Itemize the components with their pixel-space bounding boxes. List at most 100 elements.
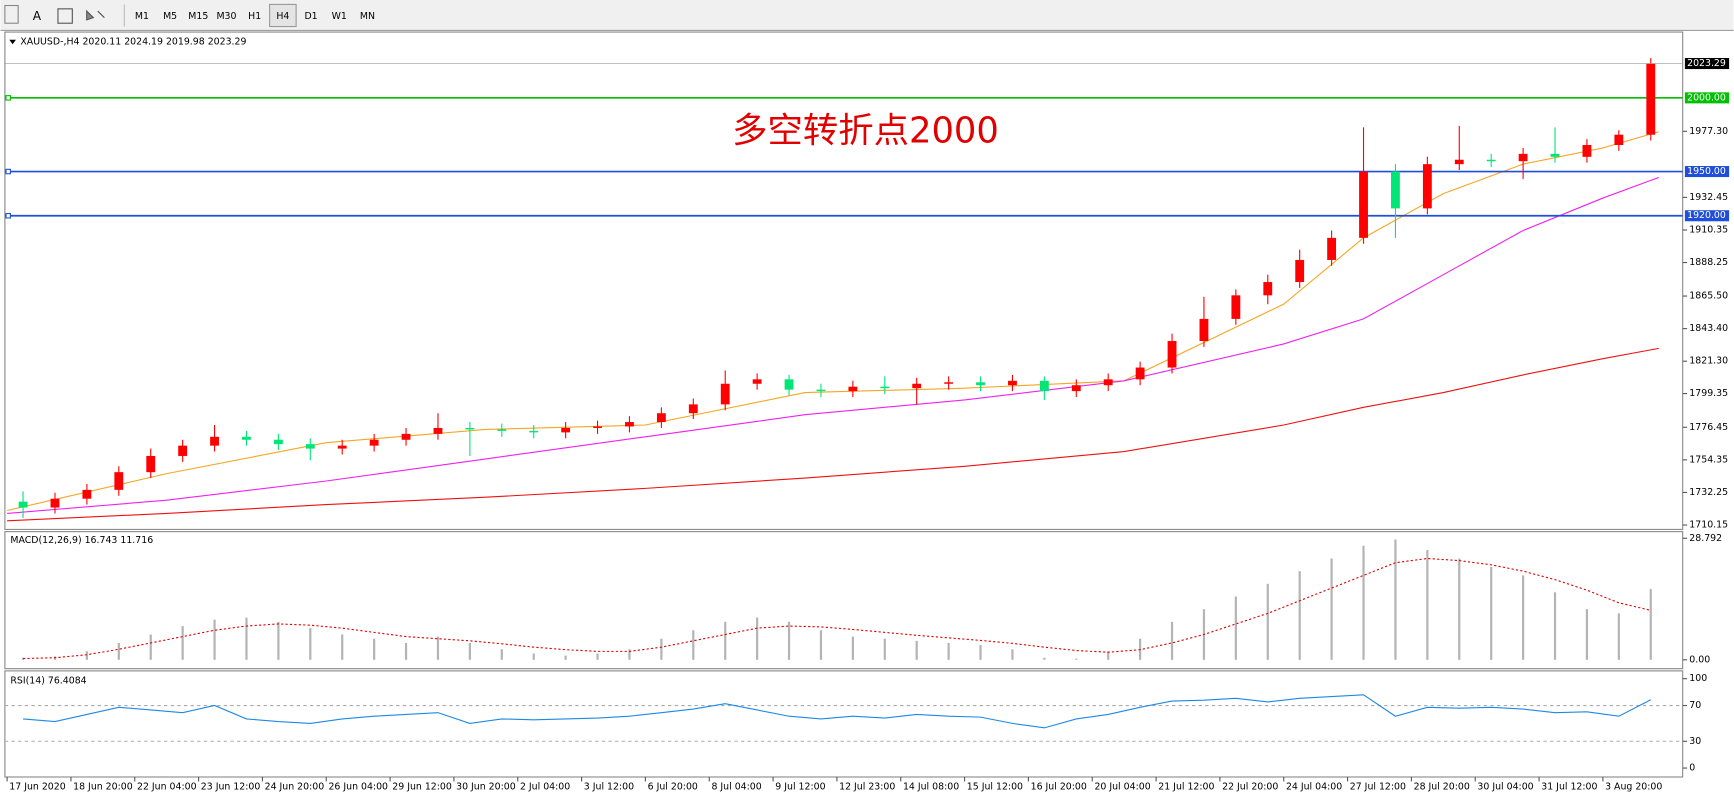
macd-bar: [245, 617, 248, 660]
candle-body: [1263, 282, 1273, 296]
macd-bar: [564, 655, 567, 660]
x-tick-label: 2 Jul 04:00: [520, 781, 570, 792]
macd-bar: [117, 642, 120, 660]
candle-body: [242, 436, 251, 440]
candle-body: [848, 386, 858, 392]
x-tick-label: 28 Jul 20:00: [1414, 781, 1470, 792]
toolbar-grip: [4, 4, 19, 24]
moving-average: [7, 347, 1659, 522]
candle-body: [1327, 237, 1337, 260]
macd-bar: [85, 651, 88, 660]
level-label: 2000.00: [1687, 92, 1726, 103]
macd-bar: [596, 653, 599, 660]
macd-bar: [1426, 550, 1429, 660]
level-label-box: [1684, 92, 1730, 104]
candle-body: [880, 386, 890, 389]
candle-body: [1071, 385, 1081, 392]
price-pane: [4, 31, 1684, 530]
text-tool[interactable]: [57, 8, 73, 24]
macd-bar: [979, 645, 982, 660]
candle-body: [816, 389, 826, 392]
shapes-tool[interactable]: [86, 9, 105, 21]
y-tick-label: 1888.25: [1689, 257, 1728, 268]
macd-bar: [692, 630, 695, 660]
macd-bar: [1394, 539, 1397, 660]
level-handle: [5, 168, 11, 175]
candle-body: [433, 427, 443, 434]
candle-body: [1422, 164, 1432, 209]
candle-body: [146, 455, 156, 473]
x-tick-label: 26 Jun 04:00: [328, 781, 388, 792]
timeframe-button[interactable]: D1: [304, 11, 317, 22]
macd-bar: [468, 642, 471, 660]
timeframe-button[interactable]: H4: [276, 11, 289, 22]
timeframe-button[interactable]: M15: [188, 11, 208, 22]
x-tick-label: 14 Jul 08:00: [903, 781, 959, 792]
rsi-pane: [4, 670, 1684, 778]
macd-bar: [1075, 658, 1078, 660]
macd-bar: [404, 642, 408, 660]
macd-bar: [1617, 613, 1620, 660]
macd-bar: [21, 657, 25, 660]
macd-bar: [213, 619, 216, 660]
y-tick-label: 0: [1689, 763, 1695, 774]
timeframe-button[interactable]: H1: [248, 11, 261, 22]
annotation: 多空转折点2000: [732, 111, 999, 152]
macd-bar: [1585, 609, 1589, 660]
timeframe-button[interactable]: M1: [135, 11, 149, 22]
candle-body: [1550, 153, 1560, 157]
candle-body: [1231, 295, 1241, 319]
macd-bar: [1458, 558, 1461, 660]
x-tick-label: 20 Jul 04:00: [1094, 781, 1150, 792]
candle-body: [561, 427, 571, 433]
candle-body: [273, 439, 283, 445]
macd-bar: [819, 630, 823, 660]
candle-body: [1103, 379, 1113, 386]
candle-body: [210, 436, 219, 446]
candle-body: [529, 430, 539, 433]
y-tick-label: 1754.35: [1689, 454, 1728, 465]
timeframe-button[interactable]: MN: [360, 11, 375, 22]
candle-body: [305, 444, 315, 449]
candle-body: [656, 413, 666, 423]
y-tick-label: 100: [1689, 673, 1707, 684]
macd-bar: [756, 617, 759, 660]
y-tick-label: 1910.35: [1689, 224, 1728, 235]
y-tick-label: 1799.35: [1689, 388, 1728, 399]
x-tick-label: 3 Aug 20:00: [1605, 781, 1662, 792]
candle-body: [720, 383, 730, 405]
candle-body: [178, 445, 188, 456]
candle-body: [465, 427, 475, 430]
candle-body: [337, 445, 347, 449]
y-tick-label: 1865.50: [1689, 291, 1728, 302]
macd-bar: [947, 642, 950, 660]
macd-bar: [915, 640, 918, 660]
timeframe-button[interactable]: W1: [332, 11, 347, 22]
candle-body: [18, 501, 28, 508]
macd-bar: [500, 649, 503, 660]
candle-body: [944, 382, 954, 384]
price-title: XAUUSD-,H4 2020.11 2024.19 2019.98 2023.…: [20, 37, 246, 48]
candle-body: [1359, 171, 1368, 238]
x-tick-label: 23 Jun 12:00: [201, 781, 261, 792]
macd-bar: [1522, 575, 1525, 660]
font-button[interactable]: A: [33, 9, 42, 23]
collapse-arrow: [9, 39, 16, 45]
macd-bar: [1107, 651, 1110, 660]
level-label-box: [1684, 210, 1730, 222]
candle-body: [1295, 259, 1305, 283]
x-tick-label: 17 Jun 2020: [9, 781, 65, 792]
x-tick-label: 29 Jun 12:00: [392, 781, 452, 792]
x-tick-label: 27 Jul 12:00: [1350, 781, 1406, 792]
x-tick-label: 18 Jun 20:00: [73, 781, 133, 792]
candle-body: [752, 379, 762, 384]
level-handle: [5, 212, 11, 219]
candle-body: [1008, 380, 1017, 386]
macd-pane: [4, 531, 1684, 670]
timeframe-button[interactable]: M5: [163, 11, 177, 22]
timeframe-button[interactable]: M30: [216, 11, 236, 22]
macd-title: MACD(12,26,9) 16.743 11.716: [10, 535, 153, 546]
candle-body: [688, 404, 698, 414]
macd-bar: [851, 636, 854, 660]
macd-bar: [1011, 649, 1014, 660]
